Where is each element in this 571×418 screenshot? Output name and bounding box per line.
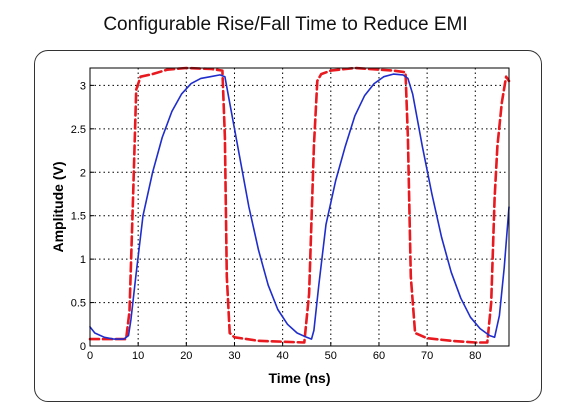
- x-tick-label: 20: [180, 350, 192, 362]
- y-tick-label: 2: [80, 167, 86, 179]
- y-tick-label: 0.5: [71, 298, 86, 310]
- series-layer: [88, 66, 511, 344]
- series-line-red-dashed: [88, 66, 511, 344]
- grid-layer: [89, 68, 509, 347]
- x-tick-label: 0: [87, 350, 93, 362]
- tick-layer: 0 10 20 30 40 50 60 70 80 0 0.5 1 1.5 2 2.5 3: [71, 80, 482, 362]
- y-tick-label: 3: [80, 80, 86, 92]
- x-tick-label: 40: [277, 350, 289, 362]
- x-tick-label: 50: [325, 350, 337, 362]
- x-axis-label: Time (ns): [269, 370, 331, 386]
- y-tick-label: 1.5: [71, 211, 86, 223]
- x-tick-label: 80: [469, 350, 481, 362]
- y-axis-label: Amplitude (V): [50, 162, 66, 253]
- y-tick-label: 1: [80, 254, 86, 266]
- x-tick-label: 70: [421, 350, 433, 362]
- chart-title: Configurable Rise/Fall Time to Reduce EM…: [103, 14, 468, 35]
- x-tick-label: 60: [373, 350, 385, 362]
- y-tick-label: 2.5: [71, 124, 86, 136]
- y-tick-label: 0: [80, 341, 86, 353]
- series-line-blue-solid: [89, 73, 510, 340]
- x-tick-label: 30: [228, 350, 240, 362]
- x-tick-label: 10: [132, 350, 144, 362]
- plot-border: [89, 67, 510, 347]
- chart-frame: [34, 50, 542, 402]
